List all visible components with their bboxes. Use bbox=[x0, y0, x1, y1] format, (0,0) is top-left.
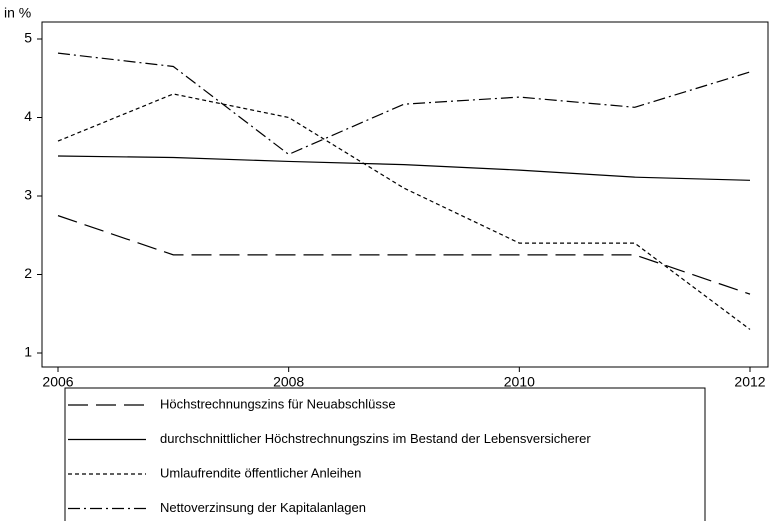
legend-label: Höchstrechnungszins für Neuabschlüsse bbox=[160, 396, 396, 411]
legend: Höchstrechnungszins für Neuabschlüsse dur… bbox=[68, 396, 591, 515]
legend-label: Nettoverzinsung der Kapitalanlagen bbox=[160, 500, 366, 515]
x-tick-label: 2008 bbox=[273, 374, 304, 390]
legend-label: Umlaufrendite öffentlicher Anleihen bbox=[160, 465, 361, 480]
x-tick-label: 2010 bbox=[504, 374, 535, 390]
series-line bbox=[57, 215, 751, 295]
legend-label: durchschnittlicher Höchstrechnungszins i… bbox=[160, 431, 591, 446]
x-tick-label: 2012 bbox=[734, 374, 765, 390]
legend-frame bbox=[64, 387, 706, 521]
series-line bbox=[57, 52, 751, 156]
y-axis-label: in % bbox=[4, 5, 31, 21]
x-tick-label: 2006 bbox=[42, 374, 73, 390]
y-tick-label: 2 bbox=[24, 265, 32, 281]
plot-frame bbox=[41, 21, 769, 368]
y-tick-label: 5 bbox=[24, 30, 32, 46]
y-tick-label: 4 bbox=[24, 108, 32, 124]
y-tick-label: 3 bbox=[24, 187, 32, 203]
series-line bbox=[57, 155, 751, 181]
series-line bbox=[57, 93, 751, 330]
y-tick-label: 1 bbox=[24, 344, 32, 360]
